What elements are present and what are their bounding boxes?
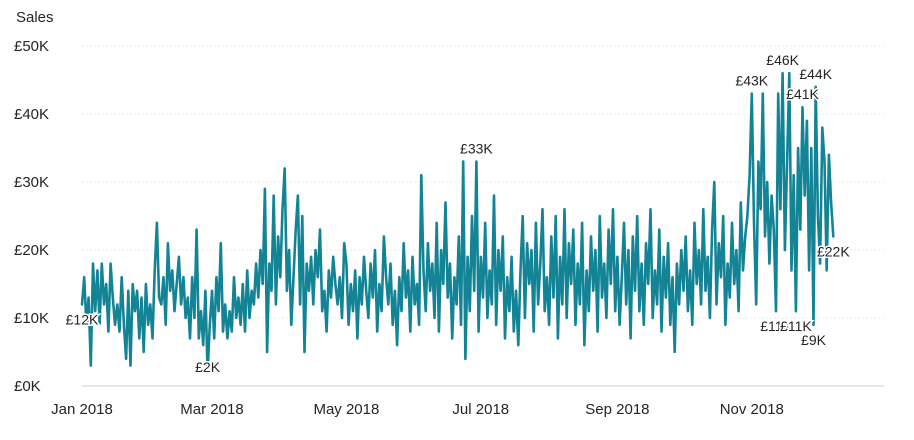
y-tick-label: £0K <box>14 378 41 395</box>
data-label: £9K <box>801 332 827 348</box>
data-label: £22K <box>817 243 850 259</box>
x-axis-ticks: Jan 2018 Mar 2018 May 2018 Jul 2018 Sep 2018… <box>51 401 784 418</box>
x-tick-label: Mar 2018 <box>180 401 243 418</box>
data-label: £11K <box>780 318 812 334</box>
data-label: £12K <box>66 311 99 327</box>
y-tick-label: £30K <box>14 174 49 191</box>
y-axis-ticks: £0K £10K £20K £30K £40K £50K <box>14 38 49 395</box>
y-tick-label: £40K <box>14 106 49 123</box>
x-tick-label: May 2018 <box>313 401 379 418</box>
data-label: £11K <box>760 318 792 334</box>
y-axis-title: Sales <box>16 9 54 26</box>
data-label: £33K <box>460 141 493 157</box>
y-tick-label: £50K <box>14 38 49 55</box>
x-tick-label: Nov 2018 <box>720 401 784 418</box>
y-tick-label: £20K <box>14 242 49 259</box>
data-label: £44K <box>799 66 832 82</box>
y-tick-label: £10K <box>14 310 49 327</box>
data-label: £41K <box>786 86 819 102</box>
data-label: £43K <box>735 73 768 89</box>
x-tick-label: Jul 2018 <box>452 401 509 418</box>
x-tick-label: Sep 2018 <box>585 401 649 418</box>
data-labels: £12K£2K£33K£43K£46K£41K£44K£11K£11K£9K£2… <box>64 51 852 377</box>
sales-series-line <box>80 71 835 374</box>
data-label: £46K <box>766 52 799 68</box>
x-tick-label: Jan 2018 <box>51 401 113 418</box>
data-label: £2K <box>195 359 221 375</box>
